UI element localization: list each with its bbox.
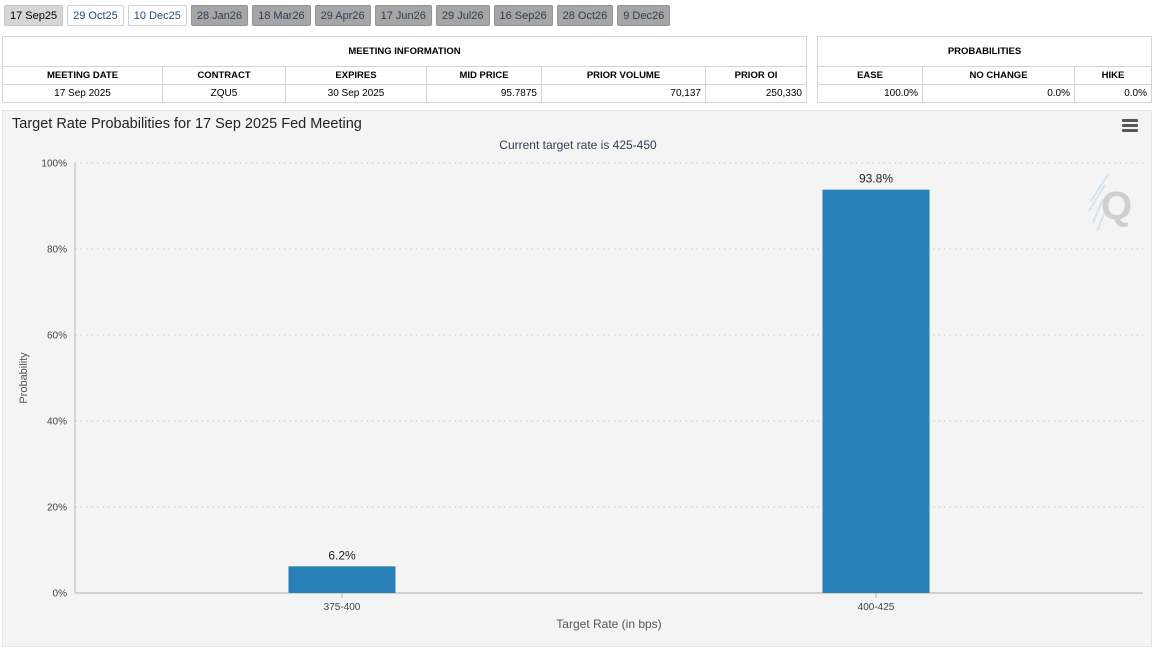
mid-price-value: 95.7875 bbox=[426, 84, 542, 103]
y-tick-label: 0% bbox=[53, 589, 68, 600]
contract-value: ZQU5 bbox=[162, 84, 286, 103]
tab-18-mar26[interactable]: 18 Mar26 bbox=[252, 5, 311, 26]
tab-28-jan26[interactable]: 28 Jan26 bbox=[190, 5, 249, 26]
probabilities-title: PROBABILITIES bbox=[817, 36, 1152, 67]
x-tick-label: 375-400 bbox=[324, 602, 361, 613]
meeting-information-table: MEETING INFORMATION MEETING DATE CONTRAC… bbox=[2, 36, 807, 103]
tab-28-oct26[interactable]: 28 Oct26 bbox=[556, 5, 614, 26]
chart-menu-icon[interactable] bbox=[1122, 119, 1138, 133]
header-mid-price: MID PRICE bbox=[426, 66, 542, 85]
x-axis-title: Target Rate (in bps) bbox=[556, 617, 661, 631]
header-contract: CONTRACT bbox=[162, 66, 286, 85]
tab-29-jul26[interactable]: 29 Jul26 bbox=[435, 5, 490, 26]
bar-375-400 bbox=[288, 566, 396, 593]
chart-title: Target Rate Probabilities for 17 Sep 202… bbox=[12, 116, 362, 132]
tab-17-sep25[interactable]: 17 Sep25 bbox=[4, 5, 64, 26]
y-tick-label: 60% bbox=[47, 331, 67, 342]
tab-9-dec26[interactable]: 9 Dec26 bbox=[617, 5, 671, 26]
y-tick-label: 20% bbox=[47, 503, 67, 514]
header-prior-volume: PRIOR VOLUME bbox=[541, 66, 706, 85]
meeting-information-title: MEETING INFORMATION bbox=[2, 36, 807, 67]
tab-29-apr26[interactable]: 29 Apr26 bbox=[314, 5, 371, 26]
header-hike: HIKE bbox=[1074, 66, 1152, 85]
header-ease: EASE bbox=[817, 66, 923, 85]
data-label: 6.2% bbox=[328, 548, 356, 562]
table-row: 100.0% 0.0% 0.0% bbox=[817, 84, 1152, 103]
watermark-logo-icon: Q bbox=[1088, 172, 1132, 232]
y-tick-label: 40% bbox=[47, 417, 67, 428]
chart-subtitle: Current target rate is 425-450 bbox=[499, 138, 657, 152]
y-tick-label: 80% bbox=[47, 245, 67, 256]
table-row: 17 Sep 2025 ZQU5 30 Sep 2025 95.7875 70,… bbox=[2, 84, 807, 103]
probability-bar-chart: 0% 20% 40% 60% 80% 100% 6.2% 375-400 93.8% 400-42… bbox=[18, 159, 1143, 631]
probabilities-table: PROBABILITIES EASE NO CHANGE HIKE 100.0%… bbox=[817, 36, 1152, 103]
tab-17-jun26[interactable]: 17 Jun26 bbox=[374, 5, 432, 26]
prior-volume-value: 70,137 bbox=[541, 84, 706, 103]
bar-400-425 bbox=[822, 189, 930, 593]
meeting-date-tabs: 17 Sep25 29 Oct25 10 Dec25 28 Jan26 18 Mar26… bbox=[4, 5, 671, 26]
tab-29-oct25[interactable]: 29 Oct25 bbox=[67, 5, 124, 26]
y-axis-title: Probability bbox=[18, 352, 30, 404]
x-tick-label: 400-425 bbox=[858, 602, 895, 613]
header-prior-oi: PRIOR OI bbox=[705, 66, 807, 85]
no-change-value: 0.0% bbox=[922, 84, 1075, 103]
data-label: 93.8% bbox=[859, 172, 893, 186]
expires-value: 30 Sep 2025 bbox=[285, 84, 427, 103]
header-no-change: NO CHANGE bbox=[922, 66, 1075, 85]
ease-value: 100.0% bbox=[817, 84, 923, 103]
hike-value: 0.0% bbox=[1074, 84, 1152, 103]
prior-oi-value: 250,330 bbox=[705, 84, 807, 103]
y-tick-label: 100% bbox=[41, 159, 67, 170]
tab-10-dec25[interactable]: 10 Dec25 bbox=[127, 5, 187, 26]
tab-16-sep26[interactable]: 16 Sep26 bbox=[493, 5, 553, 26]
header-expires: EXPIRES bbox=[285, 66, 427, 85]
header-meeting-date: MEETING DATE bbox=[2, 66, 163, 85]
meeting-date-value: 17 Sep 2025 bbox=[2, 84, 163, 103]
chart-container: 0% 20% 40% 60% 80% 100% 6.2% 375-400 93.8% 400-42… bbox=[2, 110, 1152, 647]
svg-text:Q: Q bbox=[1101, 184, 1132, 228]
